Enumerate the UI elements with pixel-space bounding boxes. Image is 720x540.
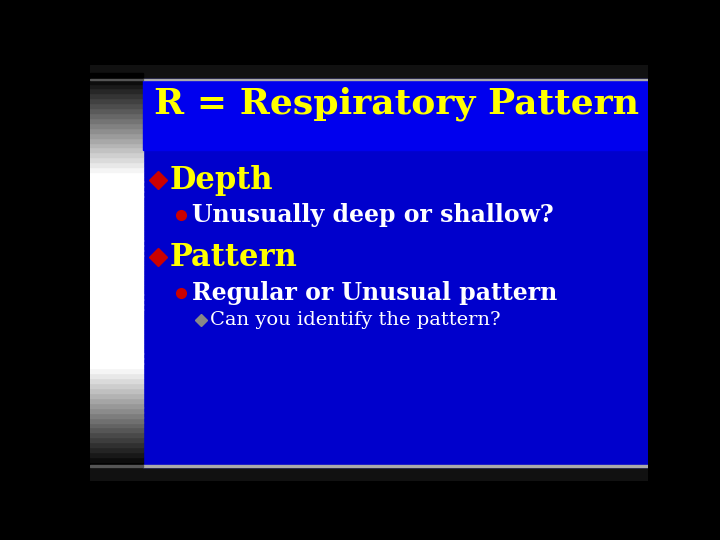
Bar	[90, 373, 143, 379]
Text: Regular or Unusual pattern: Regular or Unusual pattern	[192, 281, 557, 306]
Bar	[90, 457, 143, 462]
Bar	[90, 226, 143, 231]
Bar	[143, 79, 648, 80]
Bar	[90, 393, 143, 398]
Bar	[90, 231, 143, 236]
Bar	[90, 427, 143, 433]
Bar	[90, 216, 143, 221]
Bar	[90, 359, 143, 363]
Bar	[90, 137, 143, 143]
Bar	[90, 255, 143, 260]
Bar	[90, 285, 143, 290]
Bar	[90, 181, 143, 187]
Bar	[90, 98, 143, 103]
Bar	[90, 294, 143, 300]
Bar	[90, 83, 143, 89]
Bar	[90, 408, 143, 413]
Bar	[90, 260, 143, 265]
Bar	[90, 162, 143, 167]
Bar	[90, 240, 143, 246]
Bar	[90, 451, 143, 457]
Bar	[90, 388, 143, 393]
Bar	[90, 118, 143, 123]
Bar	[90, 78, 143, 84]
Bar	[90, 79, 143, 80]
Bar	[90, 402, 143, 408]
Bar	[90, 113, 143, 118]
Bar	[90, 299, 143, 305]
Bar	[90, 305, 143, 309]
Bar	[90, 103, 143, 108]
Bar	[90, 363, 143, 368]
Bar	[90, 196, 143, 201]
Bar	[90, 339, 143, 344]
Bar	[90, 437, 143, 442]
Text: Can you identify the pattern?: Can you identify the pattern?	[210, 312, 500, 329]
Text: Depth: Depth	[170, 165, 274, 196]
Bar	[143, 80, 648, 150]
Bar	[90, 354, 143, 359]
Bar	[90, 343, 143, 349]
Bar	[90, 250, 143, 255]
Bar	[90, 211, 143, 216]
Bar	[90, 65, 648, 79]
Bar	[90, 73, 143, 79]
Bar	[90, 309, 143, 314]
Bar	[90, 397, 143, 403]
Bar	[90, 245, 143, 251]
Bar	[90, 186, 143, 192]
Text: Pattern: Pattern	[170, 242, 297, 273]
Bar	[90, 142, 143, 147]
Bar	[90, 280, 143, 285]
Bar	[90, 93, 143, 98]
Bar	[90, 329, 143, 334]
Bar	[90, 465, 143, 467]
Bar	[90, 334, 143, 339]
Bar	[90, 422, 143, 428]
Bar	[90, 319, 143, 325]
Bar	[90, 275, 143, 280]
Bar	[90, 152, 143, 157]
Bar	[143, 465, 648, 467]
Bar	[90, 265, 143, 270]
Bar	[90, 289, 143, 295]
Bar	[90, 206, 143, 211]
Bar	[90, 147, 143, 152]
Bar	[90, 447, 143, 452]
Text: Unusually deep or shallow?: Unusually deep or shallow?	[192, 203, 553, 227]
Bar	[90, 413, 143, 417]
Bar	[90, 432, 143, 437]
Bar	[90, 132, 143, 138]
Bar	[90, 235, 143, 241]
Bar	[90, 123, 143, 128]
Bar	[90, 378, 143, 383]
Bar	[90, 172, 143, 177]
Bar	[90, 201, 143, 206]
Bar	[90, 270, 143, 275]
Bar	[90, 191, 143, 197]
Bar	[90, 442, 143, 447]
Bar	[90, 221, 143, 226]
Bar	[90, 177, 143, 182]
Bar	[90, 368, 143, 373]
Bar	[90, 462, 143, 467]
Bar	[90, 108, 143, 113]
Bar	[90, 314, 143, 319]
Bar	[90, 127, 143, 133]
Bar	[90, 417, 143, 422]
Bar	[90, 88, 143, 93]
Text: R = Respiratory Pattern: R = Respiratory Pattern	[154, 86, 639, 120]
Bar	[90, 467, 648, 481]
Bar	[90, 157, 143, 162]
Bar	[90, 383, 143, 388]
Bar	[90, 167, 143, 172]
Bar	[90, 324, 143, 329]
Bar	[90, 348, 143, 354]
